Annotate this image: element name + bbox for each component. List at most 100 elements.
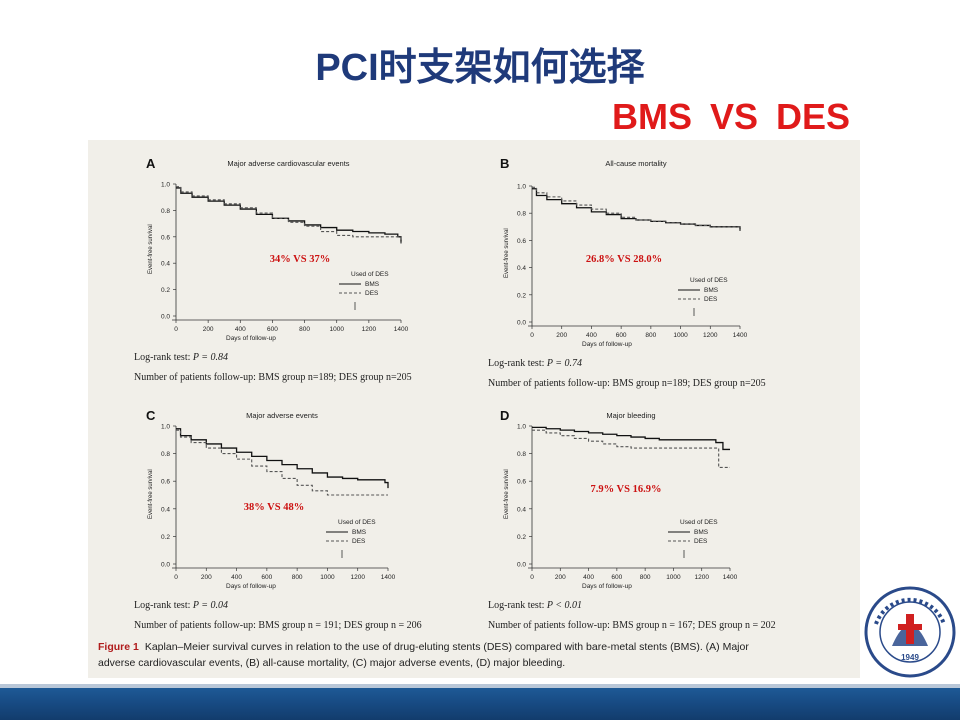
panel-a-y-tick-label: 0.2 [161,287,170,294]
panel-d-x-tick-label: 600 [611,574,622,581]
panel-d-y-tick-label: 0.4 [517,506,526,513]
panel-d-x-tick-label: 800 [640,574,651,581]
panel-c-x-tick-label: 800 [292,574,303,581]
panel-b-legend-label-bms: BMS [704,287,719,294]
seal-year: 1949 [901,653,919,662]
panel-c-x-tick-label: 1200 [350,574,365,581]
panel-b-legend-title: Used of DES [690,277,728,284]
panel-b-title: All-cause mortality [605,159,667,168]
panel-a-title: Major adverse cardiovascular events [227,159,349,168]
panel-c-x-tick-label: 600 [261,574,272,581]
footer-band [0,688,960,720]
panel-d-letter: D [500,408,509,423]
panel-b-x-tick-label: 600 [616,332,627,339]
university-seal-icon: 1949 [864,586,956,678]
panel-d-y-label: Event-free survival [504,469,510,519]
panel-d-title: Major bleeding [606,411,655,420]
panel-b-y-tick-label: 0.6 [517,238,526,245]
panel-c-y-tick-label: 0.0 [161,562,170,569]
panel-b-x-tick-label: 200 [556,332,567,339]
panel-a-logrank: Log-rank test: P = 0.84 [134,352,228,363]
panel-a-chart: A Major adverse cardiovascular events 0.0 0… [134,156,412,383]
panel-a-y-tick-label: 1.0 [161,182,170,189]
panel-d-y-tick-label: 0.0 [517,562,526,569]
panel-d-x-tick-label: 1400 [723,574,738,581]
figure-caption-line1: Figure 1 Kaplan–Meier survival curves in … [98,641,749,653]
panel-b-series-bms [532,188,741,231]
panel-b-letter: B [500,156,509,171]
panel-a-legend-label-des: DES [365,290,379,297]
panel-c-legend-label-des: DES [352,538,366,545]
panel-b-series-des [532,186,741,231]
panel-d-y-tick-label: 0.6 [517,479,526,486]
panel-b-patients: Number of patients follow-up: BMS group … [488,378,766,389]
panel-d-annotation: 7.9% VS 16.9% [591,484,662,495]
panel-a-x-tick-label: 1400 [394,326,409,333]
panel-d-series-bms [532,426,730,451]
panel-a-y-tick-label: 0.8 [161,208,170,215]
panel-b-y-tick-label: 0.0 [517,320,526,327]
panel-c-y-tick-label: 1.0 [161,424,170,431]
panel-a-y-tick-label: 0.4 [161,261,170,268]
panel-d-x-tick-label: 400 [583,574,594,581]
panel-c-legend-label-bms: BMS [352,529,367,536]
panel-a-y-label: Event-free survival [148,224,154,274]
panel-d-y-tick-label: 1.0 [517,424,526,431]
panel-c-y-tick-label: 0.8 [161,451,170,458]
panel-c-x-tick-label: 1400 [381,574,396,581]
panel-b-x-tick-label: 400 [586,332,597,339]
panel-c-y-tick-label: 0.6 [161,479,170,486]
panel-d-x-tick-label: 1200 [694,574,709,581]
panel-a-x-tick-label: 0 [174,326,178,333]
panel-a-x-tick-label: 200 [203,326,214,333]
panel-d-x-tick-label: 1000 [666,574,681,581]
panel-d-x-label: Days of follow-up [582,583,632,590]
panel-b-y-tick-label: 0.8 [517,211,526,218]
panel-b-y-tick-label: 0.2 [517,292,526,299]
panel-a-x-tick-label: 400 [235,326,246,333]
panel-a-patients: Number of patients follow-up: BMS group … [134,372,412,383]
panel-d-legend-title: Used of DES [680,519,718,526]
panel-c-patients: Number of patients follow-up: BMS group … [134,620,422,631]
panel-c-x-tick-label: 200 [201,574,212,581]
panel-a-legend-label-bms: BMS [365,281,380,288]
panel-a-x-tick-label: 800 [299,326,310,333]
panel-a-x-tick-label: 1200 [362,326,377,333]
km-figure: Figure 1 Kaplan–Meier survival curves in … [98,156,776,669]
panel-b-chart: B All-cause mortality 0.0 0.2 0.4 0.6 0.8 1.0 0 2… [488,156,766,389]
panel-c-y-tick-label: 0.2 [161,534,170,541]
figure-caption-line2: adverse cardiovascular events, (B) all-c… [98,657,565,669]
panel-d-logrank: Log-rank test: P < 0.01 [488,600,582,611]
panel-d-y-tick-label: 0.8 [517,451,526,458]
panel-c-legend-title: Used of DES [338,519,376,526]
panel-b-annotation: 26.8% VS 28.0% [586,254,662,265]
panel-a-legend-title: Used of DES [351,271,389,278]
panel-a-y-tick-label: 0.6 [161,234,170,241]
panel-a-series-bms [176,187,402,244]
panel-b-x-tick-label: 1000 [673,332,688,339]
panel-c-letter: C [146,408,156,423]
panel-b-x-label: Days of follow-up [582,341,632,348]
panel-a-x-tick-label: 1000 [329,326,344,333]
panel-d-y-tick-label: 0.2 [517,534,526,541]
figure-panel: Figure 1 Kaplan–Meier survival curves in … [88,140,860,678]
panel-a-letter: A [146,156,156,171]
panel-a-x-label: Days of follow-up [226,335,276,342]
panel-a-series-des [176,186,402,244]
panel-b-logrank: Log-rank test: P = 0.74 [488,358,582,369]
panel-c-series-bms [176,428,389,489]
panel-d-patients: Number of patients follow-up: BMS group … [488,620,776,631]
panel-d-x-tick-label: 200 [555,574,566,581]
panel-b-y-label: Event-free survival [504,228,510,278]
panel-b-x-tick-label: 0 [530,332,534,339]
panel-c-x-tick-label: 400 [231,574,242,581]
panel-b-legend-label-des: DES [704,296,718,303]
panel-c-logrank: Log-rank test: P = 0.04 [134,600,228,611]
footer-divider [0,684,960,688]
panel-a-y-tick-label: 0.0 [161,314,170,321]
panel-c-x-label: Days of follow-up [226,583,276,590]
panel-b-x-tick-label: 800 [645,332,656,339]
panel-c-y-label: Event-free survival [148,469,154,519]
panel-c-x-tick-label: 1000 [320,574,335,581]
panel-c-series-des [176,429,388,496]
